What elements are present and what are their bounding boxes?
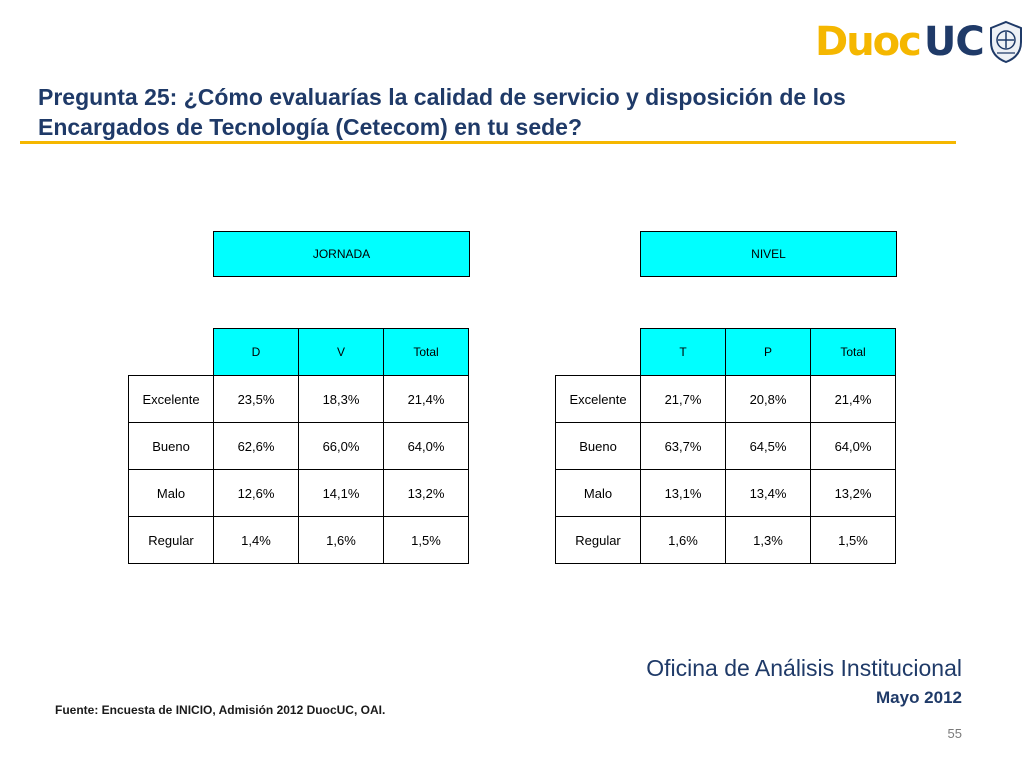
column-header: D [213, 328, 299, 376]
table-header-row: D V Total [129, 328, 469, 376]
table-cell: 64,0% [383, 422, 469, 470]
table-cell: 21,4% [810, 375, 896, 423]
empty-corner-cell [129, 329, 214, 376]
row-label: Malo [128, 469, 214, 517]
table-cell: 62,6% [213, 422, 299, 470]
table-header-row: T P Total [556, 328, 896, 376]
title-underline [20, 141, 956, 144]
table-cell: 20,8% [725, 375, 811, 423]
office-name: Oficina de Análisis Institucional [646, 655, 962, 681]
nivel-table: T P Total Excelente 21,7% 20,8% 21,4% Bu… [555, 328, 896, 564]
column-header: Total [810, 328, 896, 376]
table-row: Bueno 62,6% 66,0% 64,0% [128, 422, 469, 470]
table-cell: 13,4% [725, 469, 811, 517]
logo-text-duoc: Duoc [815, 19, 922, 65]
column-header: Total [383, 328, 469, 376]
table-cell: 64,5% [725, 422, 811, 470]
slide-title: Pregunta 25: ¿Cómo evaluarías la calidad… [38, 84, 846, 140]
empty-corner-cell [556, 329, 641, 376]
table-row: Regular 1,4% 1,6% 1,5% [128, 516, 469, 564]
table-cell: 18,3% [298, 375, 384, 423]
column-header: P [725, 328, 811, 376]
table-cell: 1,6% [298, 516, 384, 564]
table-cell: 13,2% [810, 469, 896, 517]
source-note: Fuente: Encuesta de INICIO, Admisión 201… [55, 703, 386, 717]
nivel-header: NIVEL [640, 231, 897, 277]
uc-seal-icon [989, 20, 1022, 64]
report-date: Mayo 2012 [876, 688, 962, 707]
row-label: Regular [128, 516, 214, 564]
jornada-header: JORNADA [213, 231, 470, 277]
page-number: 55 [947, 726, 962, 741]
table-cell: 14,1% [298, 469, 384, 517]
table-cell: 23,5% [213, 375, 299, 423]
table-row: Malo 13,1% 13,4% 13,2% [555, 469, 896, 517]
table-cell: 1,6% [640, 516, 726, 564]
row-label: Malo [555, 469, 641, 517]
table-cell: 66,0% [298, 422, 384, 470]
table-cell: 1,3% [725, 516, 811, 564]
table-cell: 64,0% [810, 422, 896, 470]
logo-text-uc: UC [923, 19, 985, 65]
table-row: Excelente 23,5% 18,3% 21,4% [128, 375, 469, 423]
table-row: Bueno 63,7% 64,5% 64,0% [555, 422, 896, 470]
table-cell: 13,2% [383, 469, 469, 517]
duocuc-logo: Duoc UC [815, 16, 1024, 68]
table-cell: 1,5% [810, 516, 896, 564]
table-row: Excelente 21,7% 20,8% 21,4% [555, 375, 896, 423]
row-label: Excelente [555, 375, 641, 423]
row-label: Regular [555, 516, 641, 564]
table-cell: 1,4% [213, 516, 299, 564]
row-label: Excelente [128, 375, 214, 423]
column-header: V [298, 328, 384, 376]
row-label: Bueno [128, 422, 214, 470]
column-header: T [640, 328, 726, 376]
table-cell: 21,4% [383, 375, 469, 423]
jornada-table: D V Total Excelente 23,5% 18,3% 21,4% Bu… [128, 328, 469, 564]
table-cell: 21,7% [640, 375, 726, 423]
table-row: Regular 1,6% 1,3% 1,5% [555, 516, 896, 564]
table-cell: 63,7% [640, 422, 726, 470]
row-label: Bueno [555, 422, 641, 470]
table-cell: 13,1% [640, 469, 726, 517]
table-cell: 12,6% [213, 469, 299, 517]
table-cell: 1,5% [383, 516, 469, 564]
table-row: Malo 12,6% 14,1% 13,2% [128, 469, 469, 517]
